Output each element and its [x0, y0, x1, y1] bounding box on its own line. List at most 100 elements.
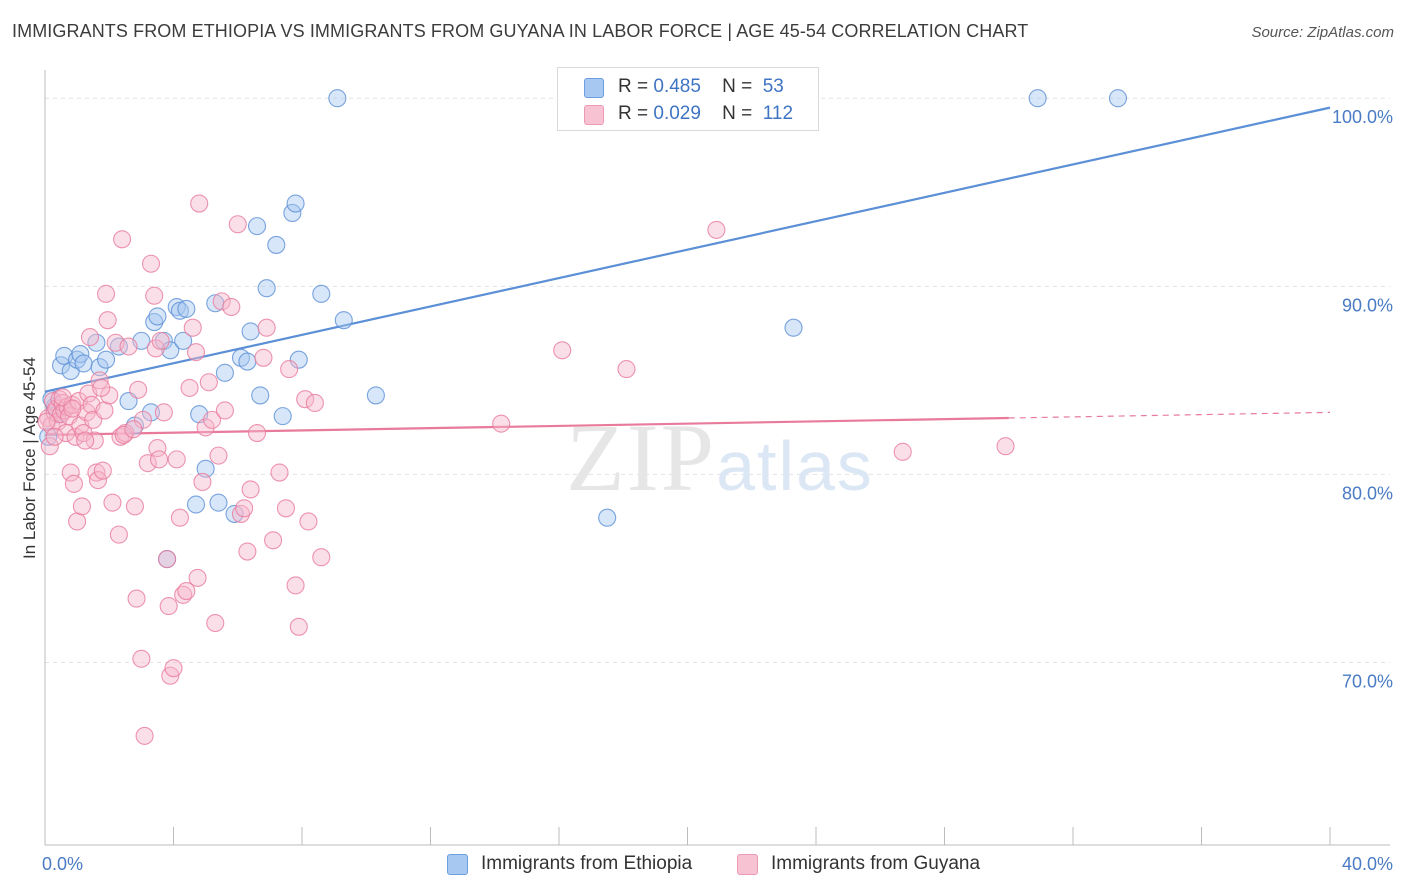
data-point[interactable] [45, 427, 64, 446]
data-point[interactable] [76, 431, 95, 450]
data-point[interactable] [312, 284, 331, 303]
data-point[interactable] [170, 301, 189, 320]
data-point[interactable] [145, 286, 164, 305]
data-point[interactable] [148, 439, 167, 458]
data-point[interactable] [154, 403, 173, 422]
data-point[interactable] [254, 348, 273, 367]
data-point[interactable] [247, 217, 267, 236]
data-point[interactable] [299, 512, 318, 531]
data-point[interactable] [257, 279, 276, 298]
data-point[interactable] [113, 230, 132, 249]
data-point[interactable] [151, 331, 170, 350]
data-point[interactable] [124, 420, 143, 439]
data-point[interactable] [109, 525, 128, 544]
data-point[interactable] [40, 437, 59, 456]
data-point[interactable] [177, 582, 196, 601]
data-point[interactable] [707, 220, 726, 239]
data-point[interactable] [88, 471, 108, 490]
data-point[interactable] [149, 450, 169, 469]
data-point[interactable] [257, 318, 276, 337]
data-point[interactable] [186, 495, 206, 514]
data-point[interactable] [71, 344, 90, 364]
data-point[interactable] [334, 311, 353, 330]
data-point[interactable] [273, 407, 292, 426]
data-point[interactable] [164, 659, 183, 678]
data-point[interactable] [129, 380, 148, 399]
data-point[interactable] [228, 215, 247, 234]
data-point[interactable] [39, 427, 58, 446]
data-point[interactable] [286, 576, 305, 595]
data-point[interactable] [125, 497, 144, 516]
data-point[interactable] [996, 437, 1015, 456]
data-point[interactable] [289, 350, 308, 369]
data-point[interactable] [158, 550, 177, 569]
data-point[interactable] [1108, 89, 1128, 108]
data-point[interactable] [206, 613, 225, 633]
data-point[interactable] [222, 297, 241, 317]
data-point[interactable] [177, 299, 196, 318]
data-point[interactable] [90, 358, 109, 377]
data-point[interactable] [80, 328, 100, 347]
data-point[interactable] [264, 531, 283, 550]
data-point[interactable] [87, 463, 106, 482]
data-point[interactable] [312, 548, 331, 567]
data-point[interactable] [127, 589, 146, 608]
data-point[interactable] [617, 360, 636, 379]
data-point[interactable] [289, 617, 308, 636]
data-point[interactable] [1028, 89, 1047, 108]
data-point[interactable] [553, 341, 572, 360]
data-point[interactable] [61, 463, 80, 482]
data-point[interactable] [196, 418, 215, 437]
data-point[interactable] [209, 446, 228, 465]
data-point[interactable] [180, 378, 199, 397]
data-point[interactable] [286, 194, 305, 213]
data-point[interactable] [212, 292, 231, 311]
data-point[interactable] [280, 360, 299, 379]
data-point[interactable] [63, 399, 82, 418]
data-point[interactable] [238, 352, 257, 371]
data-point[interactable] [145, 313, 164, 332]
data-point[interactable] [276, 499, 295, 518]
data-point[interactable] [159, 597, 178, 616]
data-point[interactable] [141, 254, 161, 273]
data-point[interactable] [598, 508, 617, 527]
data-point[interactable] [133, 410, 153, 429]
data-point[interactable] [98, 311, 117, 330]
data-point[interactable] [161, 341, 180, 360]
data-point[interactable] [85, 431, 104, 450]
data-point[interactable] [37, 412, 56, 431]
data-point[interactable] [90, 371, 109, 390]
data-point[interactable] [241, 322, 260, 341]
data-point[interactable] [215, 401, 234, 420]
data-point[interactable] [893, 442, 912, 461]
data-point[interactable] [95, 401, 114, 420]
data-point[interactable] [231, 504, 251, 523]
data-point[interactable] [92, 378, 111, 397]
data-point[interactable] [96, 284, 116, 303]
data-point[interactable] [209, 493, 228, 512]
data-point[interactable] [247, 423, 267, 443]
data-point[interactable] [186, 343, 206, 362]
data-point[interactable] [296, 390, 315, 409]
data-point[interactable] [138, 454, 157, 473]
data-point[interactable] [93, 461, 112, 480]
data-point[interactable] [135, 726, 154, 745]
data-point[interactable] [270, 463, 289, 482]
data-point[interactable] [170, 508, 189, 527]
data-point[interactable] [183, 318, 202, 337]
data-point[interactable] [188, 568, 207, 587]
data-point[interactable] [283, 203, 302, 223]
data-point[interactable] [174, 331, 193, 350]
data-point[interactable] [119, 337, 138, 356]
data-point[interactable] [103, 493, 122, 512]
data-point[interactable] [241, 480, 260, 499]
data-point[interactable] [366, 386, 385, 405]
data-point[interactable] [74, 354, 93, 373]
data-point[interactable] [132, 649, 151, 668]
data-point[interactable] [114, 425, 133, 444]
data-point[interactable] [251, 386, 270, 405]
data-point[interactable] [305, 393, 324, 412]
data-point[interactable] [784, 318, 803, 337]
data-point[interactable] [328, 89, 347, 108]
data-point[interactable] [68, 512, 87, 531]
